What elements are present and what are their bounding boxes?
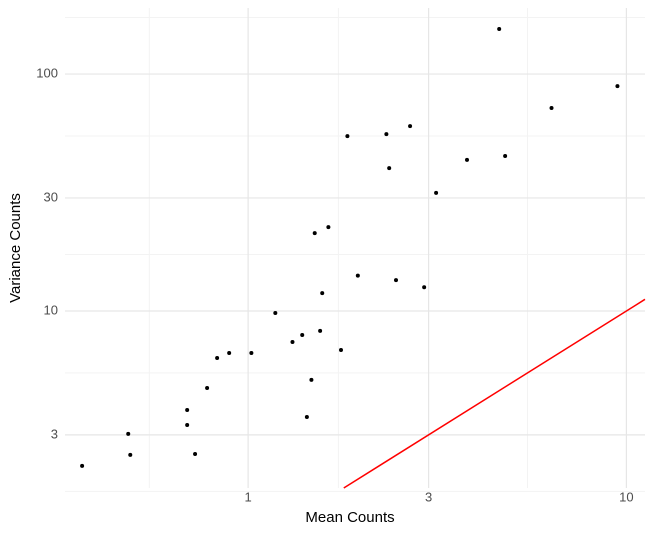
x-tick-label: 3	[425, 489, 432, 504]
y-tick-label: 10	[44, 302, 58, 317]
point	[345, 134, 350, 139]
identity-line	[343, 298, 646, 489]
point	[503, 153, 508, 158]
y-tick-label: 3	[51, 426, 58, 441]
point	[422, 285, 427, 290]
point	[326, 225, 331, 230]
point	[300, 332, 305, 337]
point	[355, 273, 360, 278]
point	[434, 190, 439, 195]
point	[320, 291, 325, 296]
point	[338, 348, 343, 353]
y-axis-title: Variance Counts	[7, 193, 24, 303]
point	[80, 463, 85, 468]
x-tick-label: 10	[619, 489, 633, 504]
point	[193, 452, 198, 457]
point	[185, 423, 190, 428]
point	[215, 356, 220, 361]
point	[128, 452, 133, 457]
point	[126, 431, 131, 436]
point	[497, 26, 502, 31]
y-tick-label: 100	[36, 65, 58, 80]
point	[318, 328, 323, 333]
point	[408, 124, 413, 129]
point	[615, 84, 620, 89]
point	[227, 350, 232, 355]
point	[205, 386, 210, 391]
point	[309, 377, 314, 382]
point	[185, 407, 190, 412]
point	[312, 231, 317, 236]
x-tick-label: 1	[245, 489, 252, 504]
point	[464, 157, 469, 162]
point	[549, 105, 554, 110]
point	[304, 414, 309, 419]
y-tick-label: 30	[44, 189, 58, 204]
point	[290, 339, 295, 344]
point	[249, 350, 254, 355]
x-axis-title: Mean Counts	[305, 509, 394, 526]
point	[384, 132, 389, 137]
point	[273, 310, 278, 315]
point	[393, 278, 398, 283]
point	[387, 166, 392, 171]
